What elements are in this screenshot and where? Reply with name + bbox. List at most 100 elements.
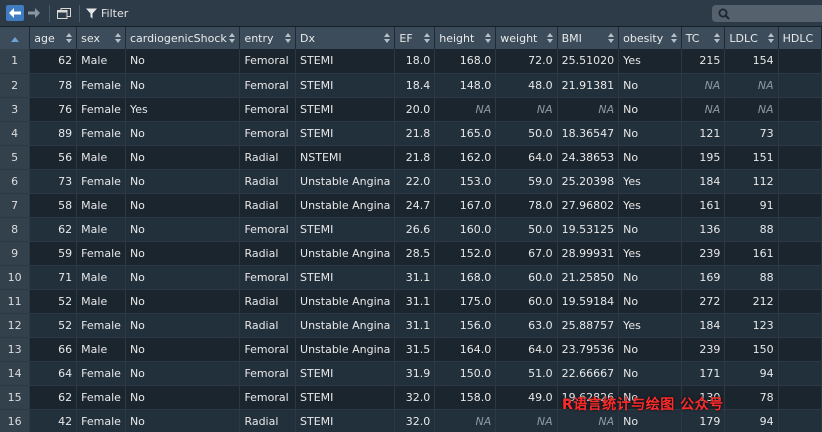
table-row[interactable]: 3 76 Female Yes Femoral STEMI 20.0 NA NA NA No NA NA xyxy=(0,97,822,122)
cell-obesity: Yes xyxy=(618,49,682,74)
table-row[interactable]: 9 59 Female No Radial Unstable Angina 28.5 152.… xyxy=(0,241,822,266)
cell-height: 158.0 xyxy=(434,385,497,410)
cell-height: 150.0 xyxy=(434,361,497,386)
cell-tc: 171 xyxy=(681,361,726,386)
row-number: 9 xyxy=(0,241,31,266)
search-box[interactable] xyxy=(712,5,822,22)
table-row[interactable]: 14 64 Female No Femoral STEMI 31.9 150.0 51.0 22.… xyxy=(0,361,822,386)
cell-dx: Unstable Angina xyxy=(295,337,396,362)
column-header-ldlc[interactable]: LDLC xyxy=(724,27,779,49)
column-header-label: entry xyxy=(244,31,274,45)
cell-tc: NA xyxy=(681,73,726,98)
cell-obesity: Yes xyxy=(618,241,682,266)
filter-button[interactable]: Filter xyxy=(86,5,136,21)
forward-button[interactable] xyxy=(25,5,43,21)
cell-hdlc xyxy=(778,313,822,338)
table-row[interactable]: 6 73 Female No Radial Unstable Angina 22.0 153.… xyxy=(0,169,822,194)
column-header-age[interactable]: age xyxy=(29,27,78,49)
table-row[interactable]: 4 89 Female No Femoral STEMI 21.8 165.0 50.0 18.3… xyxy=(0,121,822,146)
cell-obesity: No xyxy=(618,121,682,146)
cell-entry: Femoral xyxy=(239,337,297,362)
column-header-bmi[interactable]: BMI xyxy=(557,27,620,49)
cell-height: 152.0 xyxy=(434,241,497,266)
row-number-header[interactable] xyxy=(0,27,31,49)
table-row[interactable]: 12 52 Female No Radial Unstable Angina 31.1 156… xyxy=(0,313,822,338)
row-number: 7 xyxy=(0,193,31,218)
cell-bmi: NA xyxy=(557,97,620,122)
cell-dx: Unstable Angina xyxy=(295,169,396,194)
table-row[interactable]: 11 52 Male No Radial Unstable Angina 31.1 175.0… xyxy=(0,289,822,314)
cell-hdlc xyxy=(778,145,822,170)
column-header-weight[interactable]: weight xyxy=(495,27,558,49)
cell-sex: Male xyxy=(76,193,126,218)
cell-height: 168.0 xyxy=(434,49,497,74)
cell-age: 62 xyxy=(29,49,78,74)
sort-arrows-icon xyxy=(424,33,431,43)
column-header-hdlc[interactable]: HDLC xyxy=(778,27,822,49)
cell-ef: 20.0 xyxy=(394,97,436,122)
table-row[interactable]: 1 62 Male No Femoral STEMI 18.0 168.0 72.0 25.510… xyxy=(0,49,822,74)
cell-cardiogenicshock: No xyxy=(125,169,241,194)
cell-obesity: No xyxy=(618,145,682,170)
cell-ldlc: 94 xyxy=(724,409,779,432)
search-icon xyxy=(718,8,730,20)
open-in-window-button[interactable] xyxy=(55,5,73,21)
table-row[interactable]: 16 42 Female No Radial STEMI 32.0 NA NA NA No 179 94 xyxy=(0,409,822,432)
cell-ef: 31.1 xyxy=(394,289,436,314)
cell-age: 52 xyxy=(29,289,78,314)
table-row[interactable]: 13 66 Male No Femoral Unstable Angina 31.5 164.… xyxy=(0,337,822,362)
column-header-tc[interactable]: TC xyxy=(681,27,726,49)
cell-dx: STEMI xyxy=(295,217,396,242)
cell-weight: 51.0 xyxy=(495,361,558,386)
table-row[interactable]: 7 58 Male No Radial Unstable Angina 24.7 167.0 7… xyxy=(0,193,822,218)
search-input[interactable] xyxy=(734,6,818,21)
column-header-label: BMI xyxy=(561,31,582,45)
column-header-dx[interactable]: Dx xyxy=(295,27,396,49)
cell-weight: 67.0 xyxy=(495,241,558,266)
cell-cardiogenicshock: No xyxy=(125,409,241,432)
cell-tc: 184 xyxy=(681,313,726,338)
column-header-label: TC xyxy=(685,31,700,45)
cell-bmi: 18.36547 xyxy=(557,121,620,146)
table-row[interactable]: 8 62 Male No Femoral STEMI 26.6 160.0 50.0 19.531… xyxy=(0,217,822,242)
back-button[interactable] xyxy=(6,5,24,21)
cell-hdlc xyxy=(778,289,822,314)
sort-arrows-icon xyxy=(114,33,121,43)
cell-age: 78 xyxy=(29,73,78,98)
column-header-cardiogenicshock[interactable]: cardiogenicShock xyxy=(125,27,241,49)
cell-age: 59 xyxy=(29,241,78,266)
table-row[interactable]: 15 62 Female No Femoral STEMI 32.0 158.0 49.0 19.… xyxy=(0,385,822,410)
cell-hdlc xyxy=(778,385,822,410)
cell-dx: STEMI xyxy=(295,121,396,146)
cell-ef: 26.6 xyxy=(394,217,436,242)
cell-height: 168.0 xyxy=(434,265,497,290)
row-number: 13 xyxy=(0,337,31,362)
cell-bmi: 24.38653 xyxy=(557,145,620,170)
row-number: 8 xyxy=(0,217,31,242)
cell-ef: 31.1 xyxy=(394,265,436,290)
column-header-height[interactable]: height xyxy=(434,27,497,49)
cell-weight: 64.0 xyxy=(495,337,558,362)
cell-entry: Radial xyxy=(239,289,297,314)
cell-obesity: Yes xyxy=(618,169,682,194)
column-header-ef[interactable]: EF xyxy=(394,27,436,49)
toolbar-divider xyxy=(49,5,50,22)
table-row[interactable]: 10 71 Male No Femoral STEMI 31.1 168.0 60.0 21.25… xyxy=(0,265,822,290)
cell-cardiogenicshock: No xyxy=(125,49,241,74)
sort-arrows-icon xyxy=(767,33,774,43)
cell-ldlc: 112 xyxy=(724,169,779,194)
cell-entry: Femoral xyxy=(239,217,297,242)
row-number: 1 xyxy=(0,49,31,74)
cell-entry: Femoral xyxy=(239,73,297,98)
sort-arrows-icon xyxy=(285,33,292,43)
column-header-sex[interactable]: sex xyxy=(76,27,126,49)
table-row[interactable]: 2 78 Female No Femoral STEMI 18.4 148.0 48.0 21.9… xyxy=(0,73,822,98)
table-row[interactable]: 5 56 Male No Radial NSTEMI 21.8 162.0 64.0 24.386… xyxy=(0,145,822,170)
cell-dx: Unstable Angina xyxy=(295,241,396,266)
cell-entry: Radial xyxy=(239,169,297,194)
cell-obesity: No xyxy=(618,289,682,314)
cell-cardiogenicshock: No xyxy=(125,145,241,170)
cell-sex: Female xyxy=(76,169,126,194)
column-header-entry[interactable]: entry xyxy=(239,27,297,49)
column-header-obesity[interactable]: obesity xyxy=(618,27,682,49)
